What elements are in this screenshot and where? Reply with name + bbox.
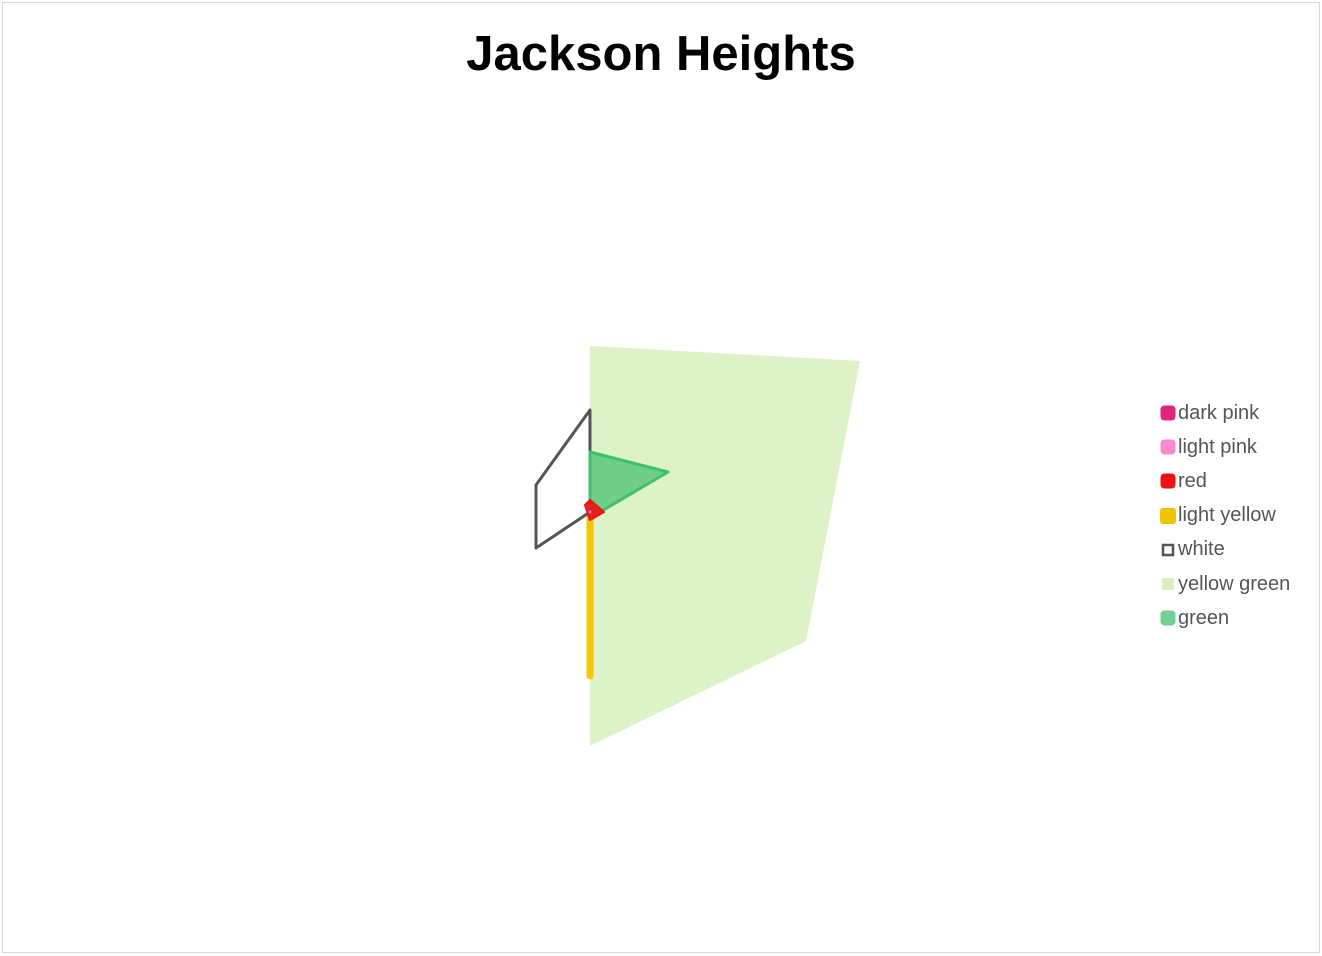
series-red-shape [584, 499, 605, 521]
legend-marker-dark-pink [1158, 403, 1178, 423]
legend: dark pink light pink red light yellow white y… [1158, 396, 1290, 635]
legend-item-dark-pink[interactable]: dark pink [1158, 396, 1290, 430]
legend-item-yellow-green[interactable]: yellow green [1158, 567, 1290, 601]
legend-marker-green [1158, 608, 1178, 628]
series-yellow-green-shape [590, 346, 860, 746]
legend-label: yellow green [1178, 572, 1291, 595]
legend-label: white [1178, 538, 1225, 561]
legend-item-light-pink[interactable]: light pink [1158, 430, 1290, 464]
legend-item-green[interactable]: green [1158, 601, 1290, 635]
legend-label: light pink [1178, 435, 1257, 458]
legend-label: light yellow [1178, 504, 1276, 527]
legend-marker-white [1158, 540, 1178, 560]
legend-label: dark pink [1178, 401, 1260, 424]
legend-marker-light-yellow [1158, 506, 1178, 526]
legend-marker-red [1158, 471, 1178, 491]
legend-item-light-yellow[interactable]: light yellow [1158, 499, 1290, 533]
series-light-pink-shape [588, 510, 592, 514]
legend-marker-light-pink [1158, 437, 1178, 457]
series-shapes [534, 346, 860, 746]
legend-marker-yellow-green [1158, 574, 1178, 594]
legend-label: red [1178, 469, 1207, 492]
series-white-shape [534, 408, 592, 550]
legend-item-white[interactable]: white [1158, 533, 1290, 567]
legend-item-red[interactable]: red [1158, 464, 1290, 498]
chart-title: Jackson Heights [466, 27, 856, 81]
legend-label: green [1178, 606, 1230, 629]
